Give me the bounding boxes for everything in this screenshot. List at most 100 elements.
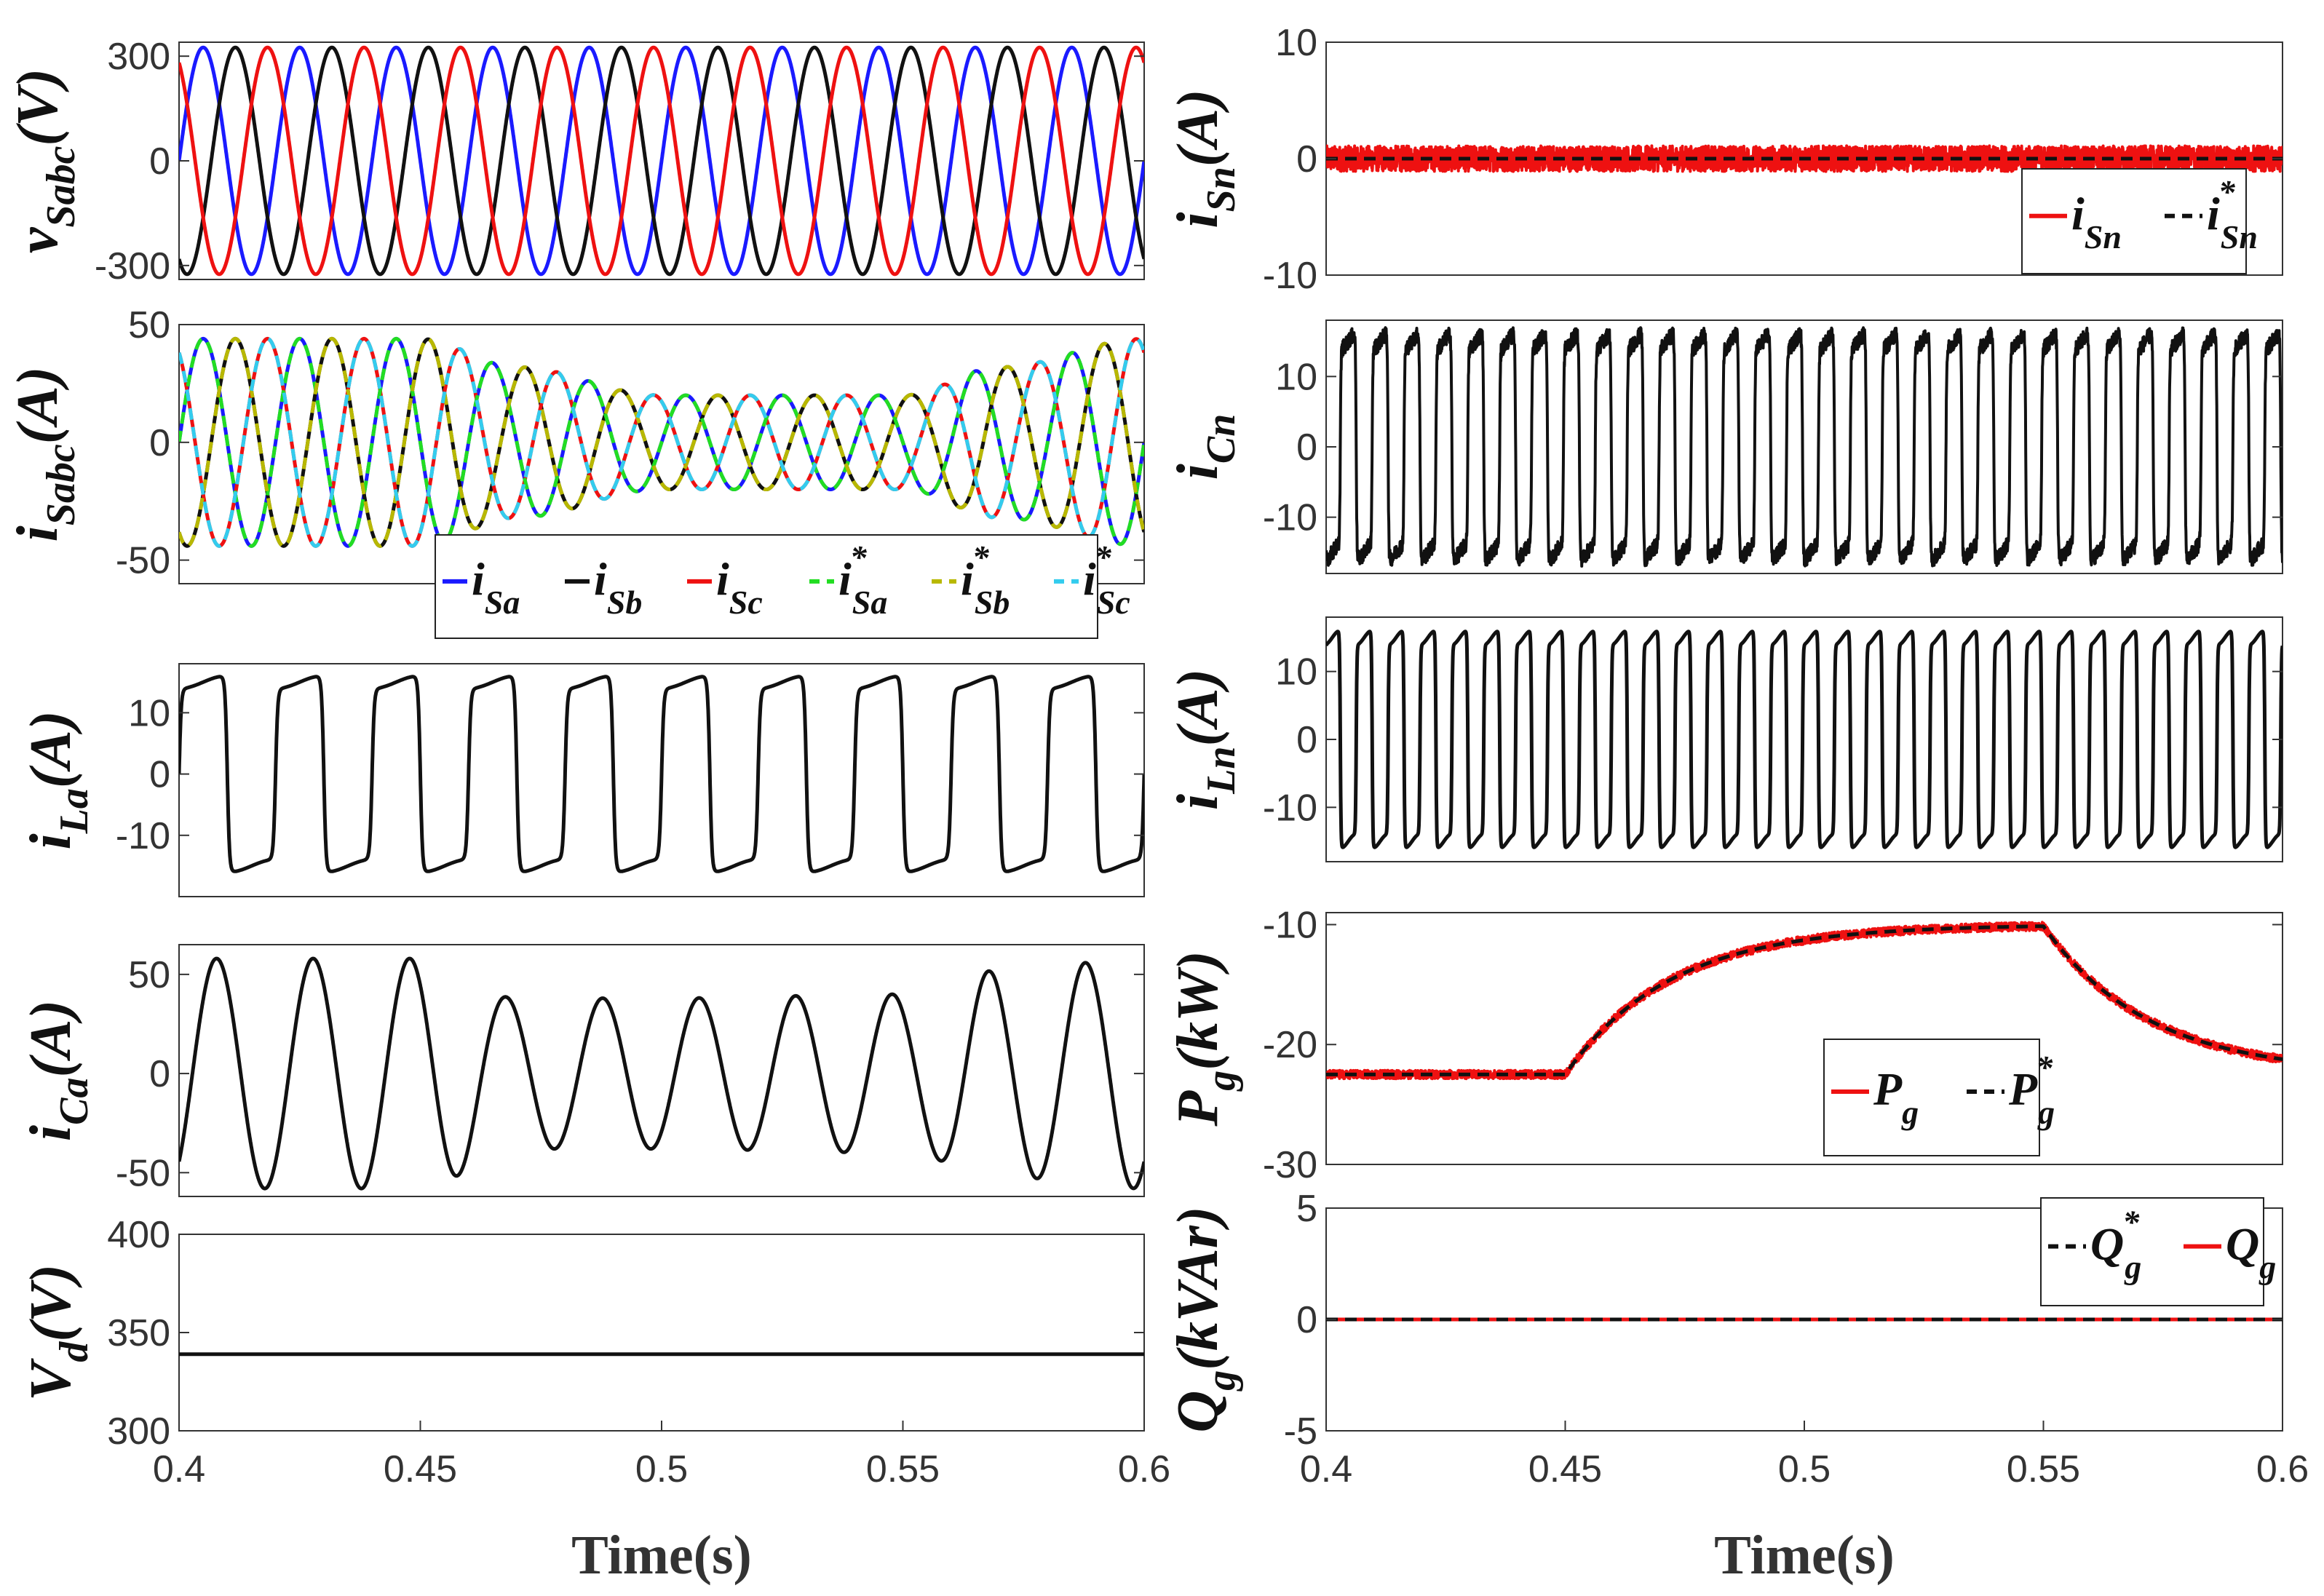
series-v_Sb [179,45,1144,277]
legend: Pg P* g [1823,1039,2055,1156]
y-tick-label: 0 [149,754,170,796]
y-tick-label: 10 [128,692,170,734]
legend-item: iSn [2029,188,2122,255]
y-tick-label: 5 [1296,1188,1317,1230]
traces [1326,326,2283,568]
x-tick-label: 0.5 [635,1448,688,1490]
y-tick-label: 300 [107,1410,170,1453]
y-tick-label: -10 [1263,255,1317,297]
legend-label: Q* g [2090,1204,2141,1286]
traces [1326,921,2283,1081]
legend-label: i* Sb [961,539,1010,621]
panel-iLn: 10 0 -10 iLn(A) [1166,616,2283,862]
y-tick-label: -10 [1263,497,1317,539]
y-tick-label: 0 [149,140,170,183]
y-tick-label: 400 [107,1214,170,1256]
series-i*_Sc [179,336,1144,548]
y-tick-label: 300 [107,36,170,78]
y-tick-label: 50 [128,304,170,346]
y-tick-label: -300 [95,245,170,287]
y-tick-label: -50 [116,1152,170,1194]
plot-area [178,1234,1145,1432]
x-tick-label: 0.4 [153,1448,205,1490]
y-axis-label: Pg(kW) [1166,950,1244,1127]
legend-item: P* g [1967,1049,2055,1131]
plot-area [1325,912,2283,1165]
traces [179,45,1144,277]
y-tick-label: 0 [1296,1299,1317,1341]
series-i_La [179,675,1144,873]
y-axis-label: iLa(A) [19,710,97,849]
panel-vs: 300 0 -300 vSabc(V) [6,36,1145,287]
legend-label: iSn [2071,188,2122,255]
y-tick-label: 10 [1275,22,1317,64]
y-tick-label: -10 [1263,787,1317,829]
legend-label: P* g [2008,1049,2055,1131]
y-tick-label: -10 [116,815,170,857]
legend-item: i* Sn [2165,173,2258,255]
series-v_Sc [179,45,1144,277]
panel-is: 50 0 -50 iSabc(A) iSa iSb iSc i* Sa i* Sb i* Sc [6,304,1145,639]
panel-iSn: 10 0 -10 iSn(A) iSn i* Sn [1166,22,2283,297]
x-tick-label: 0.45 [384,1448,457,1490]
y-tick-label: 350 [107,1312,170,1354]
x-tick-label: 0.6 [1118,1448,1170,1490]
y-axis-label: iCn [1166,414,1244,480]
traces [179,675,1144,873]
y-axis-label: vSabc(V) [6,68,84,253]
y-axis-label: iCa(A) [19,1000,97,1141]
panel-iCn: 10 0 -10 iCn [1166,319,2283,574]
y-tick-label: 0 [149,1053,170,1095]
y-tick-label: 10 [1275,356,1317,398]
y-axis-label: iSn(A) [1166,89,1244,228]
series-i_Ln [1326,630,2283,849]
y-axis-label: iLn(A) [1166,669,1244,810]
legend-item: Q* g [2048,1204,2141,1286]
traces [179,956,1144,1191]
x-tick-label: 0.55 [866,1448,940,1490]
y-tick-label: -5 [1284,1410,1317,1453]
y-axis-label: Vd(V) [19,1264,97,1401]
legend-item: i* Sc [1054,539,1130,621]
y-tick-label: -20 [1263,1024,1317,1066]
legend-item: i* Sa [809,539,887,621]
series-P*_g [1326,924,2283,1076]
x-axis-label: Time(s) [1714,1525,1895,1586]
legend-label: Pg [1873,1063,1919,1131]
x-tick-label: 0.5 [1778,1448,1831,1490]
legend-item: iSa [443,553,520,621]
series-i*_Sa [179,336,1144,548]
legend-label: iSa [472,553,520,621]
x-tick-label: 0.4 [1300,1448,1352,1490]
y-tick-label: 10 [1275,651,1317,694]
legend-item: Qg [2184,1218,2276,1286]
series-i_Cn [1326,326,2283,568]
legend-item: Pg [1831,1063,1919,1131]
traces [1326,630,2283,849]
legend: iSn i* Sn [2021,168,2258,274]
x-tick-label: 0.45 [1528,1448,1602,1490]
y-tick-label: 0 [1296,138,1317,180]
legend-item: iSb [565,553,642,621]
legend-label: i* Sn [2207,173,2258,255]
legend-label: iSb [594,553,642,621]
legend-label: Qg [2226,1218,2276,1286]
traces [1326,144,2283,173]
legend-label: i* Sc [1083,539,1130,621]
panel-iCa: 50 0 -50 iCa(A) [19,944,1145,1197]
y-tick-label: 50 [128,954,170,996]
x-tick-label: 0.55 [2007,1448,2080,1490]
y-axis-label: Qg(kVAr) [1166,1207,1244,1433]
y-tick-label: 0 [1296,426,1317,469]
y-tick-label: -50 [116,540,170,582]
legend: iSa iSb iSc i* Sa i* Sb i* Sc [435,534,1130,639]
y-tick-label: -10 [1263,904,1317,946]
legend: Q* g Qg [2040,1197,2276,1306]
panel-iLa: 10 0 -10 iLa(A) [19,663,1145,897]
x-tick-label: 0.6 [2256,1448,2309,1490]
y-tick-label: 0 [1296,719,1317,761]
legend-item: iSc [687,553,763,621]
x-axis-label: Time(s) [571,1525,752,1586]
